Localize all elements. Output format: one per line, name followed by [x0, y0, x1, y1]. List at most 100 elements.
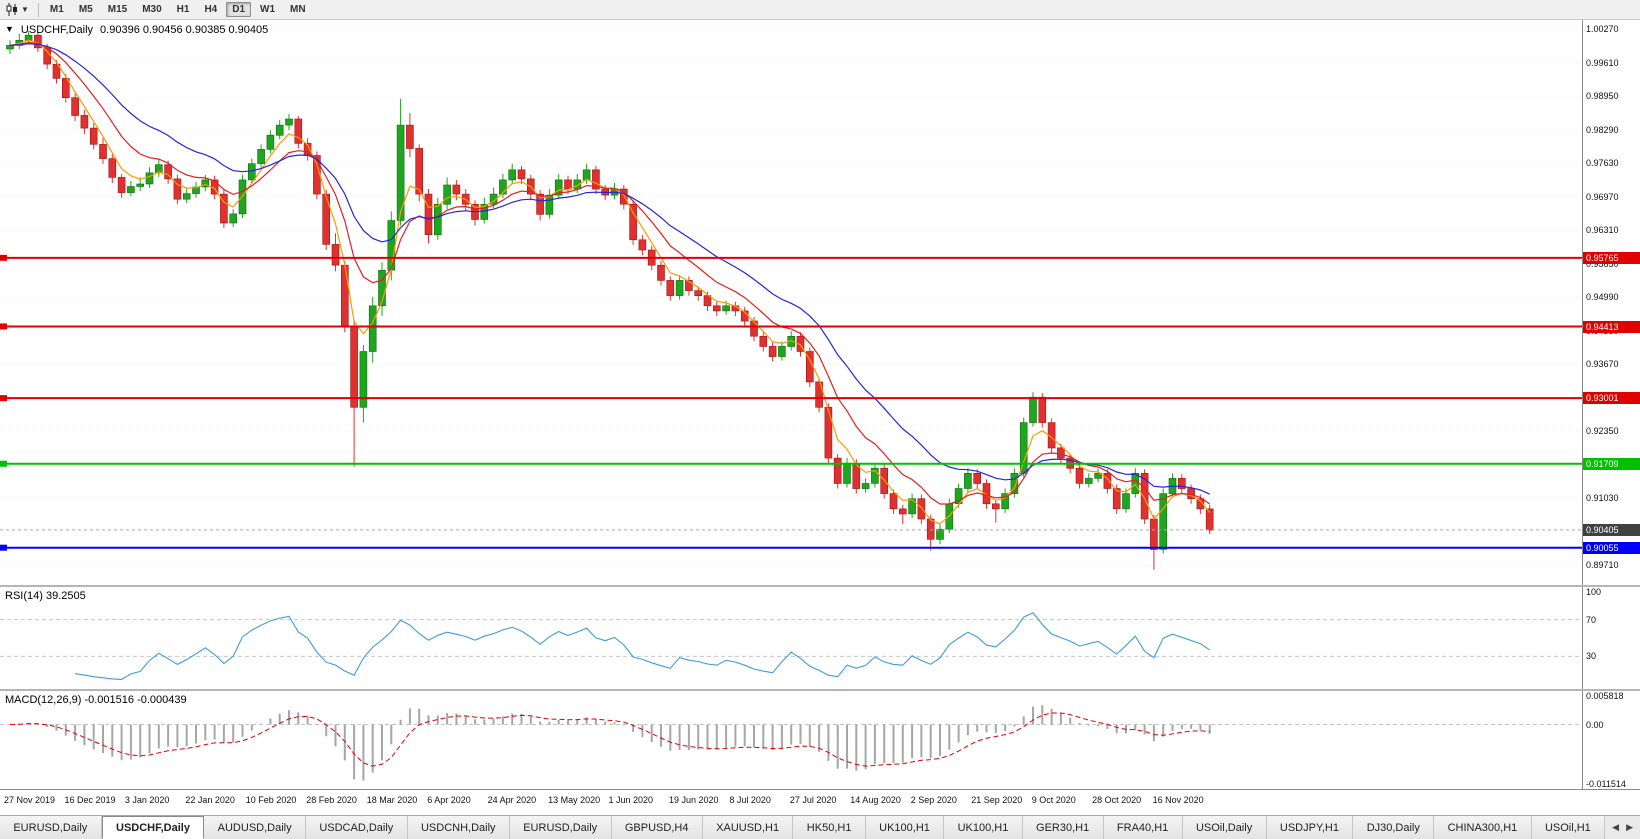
chart-title: ▼ USDCHF,Daily 0.90396 0.90456 0.90385 0…: [5, 24, 268, 36]
chart-tab-china300-h1[interactable]: CHINA300,H1: [1434, 816, 1532, 839]
date-tick-label: 16 Dec 2019: [64, 795, 116, 805]
price-level-badge: 0.93001: [1583, 392, 1640, 405]
rsi-line: [75, 612, 1211, 680]
axis-tick-label: 70: [1586, 614, 1597, 625]
macd-canvas[interactable]: [0, 691, 1582, 789]
timeframe-m15-button[interactable]: M15: [107, 4, 128, 15]
price-level-badge: 0.91709: [1583, 457, 1640, 470]
date-tick-label: 2 Sep 2020: [910, 795, 957, 805]
date-tick-label: 8 Jul 2020: [729, 795, 771, 805]
chart-tab-fra40-h1[interactable]: FRA40,H1: [1103, 816, 1183, 839]
axis-tick-label: 0.92350: [1586, 426, 1619, 437]
axis-tick-label: 0.96970: [1586, 191, 1619, 202]
timeframe-h1-button[interactable]: H1: [176, 4, 190, 15]
line-left-marker: [0, 544, 7, 551]
chart-tab-usdcnh-daily[interactable]: USDCNH,Daily: [407, 816, 510, 839]
timeframe-d1-button[interactable]: D1: [226, 2, 252, 17]
timeframe-mn-button[interactable]: MN: [290, 4, 306, 15]
chart-window: ▼ USDCHF,Daily 0.90396 0.90456 0.90385 0…: [0, 20, 1640, 815]
line-left-marker: [0, 460, 7, 467]
timeframe-m5-button[interactable]: M5: [78, 4, 93, 15]
date-tick-label: 6 Apr 2020: [427, 795, 471, 805]
axis-tick-label: 0.98950: [1586, 91, 1619, 102]
ma-fast-line: [9, 39, 1211, 525]
panel-splitter[interactable]: [0, 689, 1640, 691]
axis-tick-label: 1.00270: [1586, 24, 1619, 35]
axis-tick-label: -0.011514: [1586, 778, 1626, 789]
price-level-badge: 0.95765: [1583, 251, 1640, 264]
chart-tab-usdcad-daily[interactable]: USDCAD,Daily: [305, 816, 408, 839]
line-left-marker: [0, 323, 7, 330]
price-axis[interactable]: 1.00270 0.99610 0.98950 0.98290 0.97630 0.969…: [1582, 20, 1640, 585]
date-tick-label: 19 Jun 2020: [669, 795, 719, 805]
date-tick-label: 1 Jun 2020: [608, 795, 654, 805]
axis-tick-label: 0.91030: [1586, 493, 1619, 504]
candles-layer: [6, 31, 1214, 570]
date-tick-label: 28 Oct 2020: [1092, 795, 1142, 805]
date-tick-label: 14 Aug 2020: [850, 795, 901, 805]
chart-tabs: EURUSD,Daily USDCHF,Daily AUDUSD,Daily USDC…: [0, 816, 1606, 839]
rsi-panel: RSI(14) 39.2505 100 70 30: [0, 587, 1640, 689]
macd-signal-line: [9, 712, 1210, 767]
date-tick-label: 10 Feb 2020: [245, 795, 297, 805]
chart-tab-eurusd-daily[interactable]: EURUSD,Daily: [509, 816, 612, 839]
macd-label: MACD(12,26,9) -0.001516 -0.000439: [5, 694, 187, 706]
rsi-axis[interactable]: 100 70 30: [1582, 587, 1640, 689]
date-tick-label: 16 Nov 2020: [1152, 795, 1204, 805]
axis-tick-label: 100: [1586, 587, 1602, 597]
rsi-label: RSI(14) 39.2505: [5, 590, 86, 602]
axis-tick-label: 0.89710: [1586, 560, 1619, 571]
rsi-canvas[interactable]: [0, 587, 1582, 689]
tab-scroll-right-icon[interactable]: ▶: [1626, 822, 1633, 832]
candlestick-chart-icon[interactable]: [4, 3, 20, 17]
chart-tab-uk100-h1[interactable]: UK100,H1: [944, 816, 1023, 839]
chart-tab-usoil-daily[interactable]: USOil,Daily: [1182, 816, 1267, 839]
timeframe-m1-button[interactable]: M1: [49, 4, 64, 15]
chart-tab-bar: EURUSD,Daily USDCHF,Daily AUDUSD,Daily USDC…: [0, 815, 1640, 839]
axis-tick-label: 0.98290: [1586, 124, 1619, 135]
chart-tab-uk100-h1[interactable]: UK100,H1: [865, 816, 945, 839]
macd-axis[interactable]: 0.005818 0.00 -0.011514: [1582, 691, 1640, 789]
chart-tab-hk50-h1[interactable]: HK50,H1: [793, 816, 866, 839]
timeframe-h4-button[interactable]: H4: [204, 4, 218, 15]
date-tick-label: 21 Sep 2020: [971, 795, 1023, 805]
chart-tab-audusd-daily[interactable]: AUDUSD,Daily: [204, 816, 306, 839]
date-tick-label: 9 Oct 2020: [1031, 795, 1076, 805]
price-chart-canvas[interactable]: [0, 20, 1582, 585]
toolbar-separator: [37, 2, 39, 17]
chart-tab-usoil-h1[interactable]: USOil,H1: [1531, 816, 1606, 839]
panel-splitter[interactable]: [0, 585, 1640, 587]
time-axis[interactable]: 27 Nov 2019 16 Dec 2019 3 Jan 2020 22 Jan 2…: [0, 789, 1640, 815]
date-tick-label: 13 May 2020: [548, 795, 601, 805]
ma-mid-line: [9, 41, 1211, 505]
tab-scroll-left-icon[interactable]: ◀: [1612, 822, 1620, 832]
tab-scroll-arrows: ◀ ▶: [1605, 816, 1640, 839]
price-level-badge: 0.90055: [1583, 541, 1640, 554]
price-chart-panel: ▼ USDCHF,Daily 0.90396 0.90456 0.90385 0…: [0, 20, 1640, 585]
line-left-marker: [0, 254, 7, 261]
axis-tick-label: 0.00: [1586, 719, 1604, 730]
date-tick-label: 18 Mar 2020: [366, 795, 418, 805]
macd-histogram-layer: [18, 705, 1211, 781]
axis-tick-label: 0.97630: [1586, 158, 1619, 169]
chart-tab-ger30-h1[interactable]: GER30,H1: [1022, 816, 1104, 839]
axis-tick-label: 0.94990: [1586, 292, 1619, 303]
chart-tab-eurusd-daily[interactable]: EURUSD,Daily: [0, 816, 102, 839]
date-tick-label: 27 Nov 2019: [4, 795, 56, 805]
timeframe-buttons: M1 M5 M15 M30 H1 H4 D1 W1 MN: [44, 2, 312, 17]
chart-tab-xauusd-h1[interactable]: XAUUSD,H1: [702, 816, 794, 839]
chart-type-dropdown-icon[interactable]: ▼: [21, 5, 29, 14]
collapse-arrow-icon[interactable]: ▼: [5, 24, 14, 34]
chart-tab-dj30-daily[interactable]: DJ30,Daily: [1353, 816, 1435, 839]
timeframe-m30-button[interactable]: M30: [142, 4, 162, 15]
axis-tick-label: 0.93670: [1586, 359, 1619, 370]
timeframe-w1-button[interactable]: W1: [260, 4, 276, 15]
axis-tick-label: 0.99610: [1586, 57, 1619, 68]
chart-symbol-period: USDCHF,Daily: [20, 24, 94, 36]
chart-tab-gbpusd-h4[interactable]: GBPUSD,H4: [611, 816, 703, 839]
chart-tab-usdchf-daily[interactable]: USDCHF,Daily: [101, 816, 205, 839]
macd-panel: MACD(12,26,9) -0.001516 -0.000439 0.0058…: [0, 691, 1640, 789]
chart-tab-usdjpy-h1[interactable]: USDJPY,H1: [1266, 816, 1354, 839]
axis-tick-label: 0.005818: [1586, 691, 1624, 701]
date-tick-label: 24 Apr 2020: [487, 795, 537, 805]
